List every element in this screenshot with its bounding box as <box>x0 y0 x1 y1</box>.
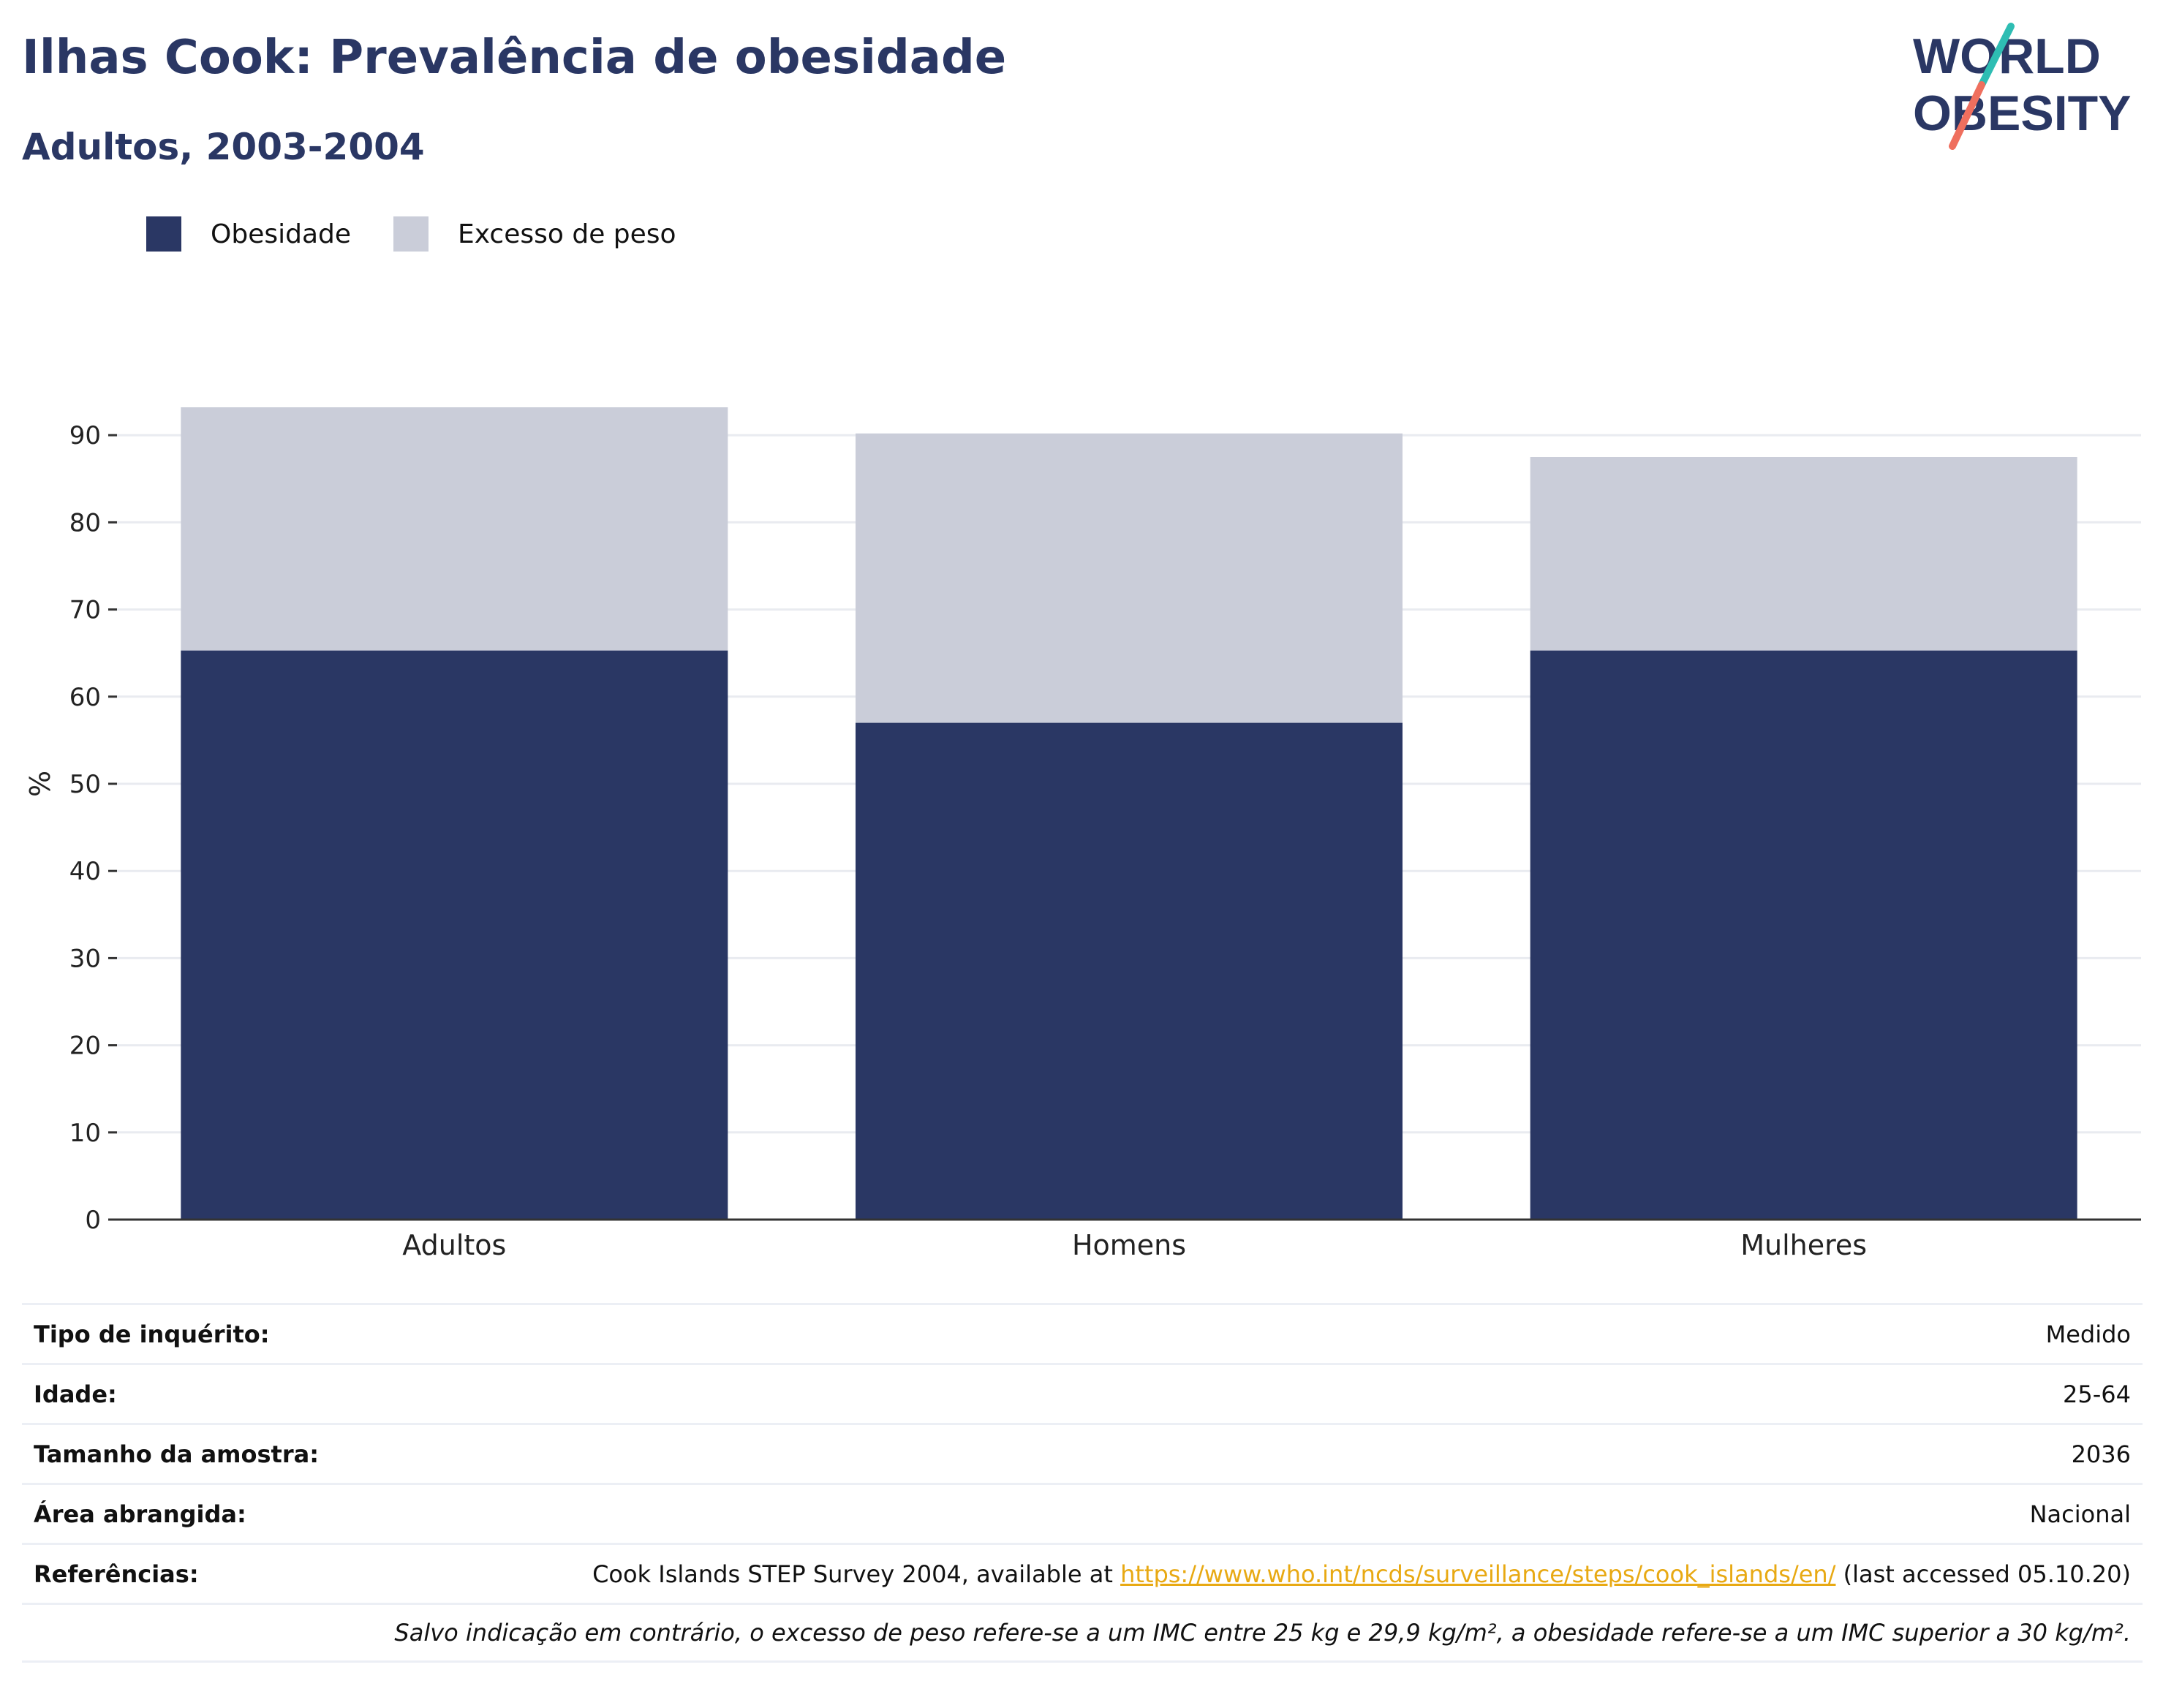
y-tick-label: 50 <box>69 770 101 799</box>
chart-legend: Obesidade Excesso de peso <box>146 216 719 252</box>
y-tick-label: 80 <box>69 508 101 537</box>
info-label: Referências: <box>34 1560 199 1588</box>
legend-item-obesity[interactable]: Obesidade <box>146 216 351 252</box>
x-tick-label: Adultos <box>402 1229 506 1261</box>
legend-label-obesity: Obesidade <box>211 219 352 249</box>
info-row-sample-size: Tamanho da amostra: 2036 <box>22 1423 2143 1483</box>
bar-overweight-mulheres <box>1530 457 2077 651</box>
y-tick-label: 60 <box>69 683 101 712</box>
references-text: Cook Islands STEP Survey 2004, available… <box>592 1560 2131 1588</box>
info-row-note: Salvo indicação em contrário, o excesso … <box>22 1603 2143 1663</box>
y-tick-label: 0 <box>85 1206 101 1235</box>
definition-note: Salvo indicação em contrário, o excesso … <box>394 1619 2131 1647</box>
survey-info-table: Tipo de inquérito: Medido Idade: 25-64 T… <box>22 1303 2143 1663</box>
bar-chart: 0 10 20 30 40 50 60 70 80 90% Adultos Homens Mulhere… <box>24 407 2141 1261</box>
info-row-area: Área abrangida: Nacional <box>22 1483 2143 1543</box>
legend-item-overweight[interactable]: Excesso de peso <box>393 216 676 252</box>
y-tick-label: 70 <box>69 596 101 625</box>
bar-obesity-homens <box>856 722 1403 1220</box>
info-label: Idade: <box>34 1380 117 1408</box>
bar-overweight-adultos <box>181 407 728 651</box>
references-prefix: Cook Islands STEP Survey 2004, available… <box>592 1560 1121 1588</box>
x-tick-label: Homens <box>1072 1229 1186 1261</box>
legend-swatch-obesity <box>146 216 181 252</box>
bar-overweight-homens <box>856 433 1403 723</box>
chart-subtitle: Adultos, 2003-2004 <box>22 126 425 168</box>
chart-title: Ilhas Cook: Prevalência de obesidade <box>22 31 1007 85</box>
y-tick-label: 30 <box>69 944 101 973</box>
references-suffix: (last accessed 05.10.20) <box>1835 1560 2131 1588</box>
bar-obesity-mulheres <box>1530 650 2077 1220</box>
x-tick-label: Mulheres <box>1740 1229 1867 1261</box>
info-label: Área abrangida: <box>34 1500 246 1528</box>
info-value: 2036 <box>2071 1440 2131 1468</box>
y-tick-label: 90 <box>69 421 101 450</box>
legend-label-overweight: Excesso de peso <box>458 219 676 249</box>
y-axis-label: % <box>24 771 56 797</box>
info-value: 25-64 <box>2063 1380 2131 1408</box>
info-row-survey-type: Tipo de inquérito: Medido <box>22 1303 2143 1363</box>
y-tick-label: 40 <box>69 857 101 886</box>
legend-swatch-overweight <box>393 216 429 252</box>
y-tick-label: 10 <box>69 1119 101 1148</box>
y-tick-label: 20 <box>69 1032 101 1061</box>
logo-line2: OBESITY <box>1913 86 2132 141</box>
bar-obesity-adultos <box>181 650 728 1220</box>
info-value: Medido <box>2045 1320 2131 1348</box>
info-value: Nacional <box>2029 1500 2131 1528</box>
world-obesity-logo: WORLD OBESITY <box>1913 23 2132 150</box>
info-row-references: Referências: Cook Islands STEP Survey 20… <box>22 1543 2143 1603</box>
info-row-age: Idade: 25-64 <box>22 1363 2143 1423</box>
info-label: Tipo de inquérito: <box>34 1320 270 1348</box>
info-label: Tamanho da amostra: <box>34 1440 319 1468</box>
references-link[interactable]: https://www.who.int/ncds/surveillance/st… <box>1120 1560 1836 1588</box>
